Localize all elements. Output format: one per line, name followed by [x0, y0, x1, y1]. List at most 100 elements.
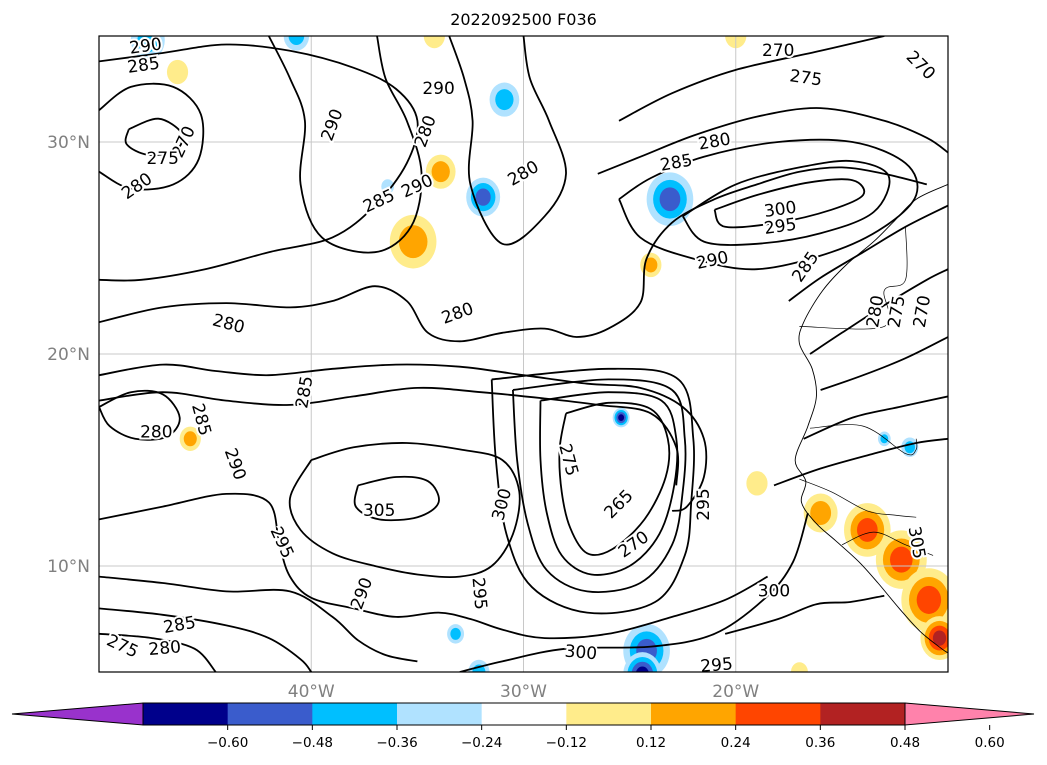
- anomaly-patch: [288, 36, 305, 45]
- contour-line: [597, 107, 948, 175]
- colorbar-segment: [397, 703, 483, 725]
- contour-line: [288, 442, 521, 579]
- contour-label: 295: [468, 577, 491, 611]
- contour-lines: [99, 36, 948, 672]
- contour-line: [803, 395, 948, 440]
- contour-label: 280: [140, 422, 172, 442]
- colorbar-segment: [566, 703, 652, 725]
- contour-label: 265: [600, 486, 637, 523]
- contour-label: 295: [266, 524, 298, 562]
- contour-label: 300: [564, 642, 598, 665]
- anomaly-patch: [631, 661, 653, 672]
- anomaly-patch: [618, 414, 625, 421]
- anomaly-patch: [166, 59, 189, 85]
- contour-line: [820, 336, 948, 391]
- contour-label: 270: [902, 47, 939, 84]
- anomaly-shading: [130, 36, 948, 672]
- contour-label: 280: [118, 169, 156, 204]
- contour-line: [724, 594, 885, 635]
- colorbar-tick-label: −0.12: [546, 735, 587, 751]
- colorbar-segment: [481, 703, 567, 725]
- x-tick-label: 30°W: [500, 682, 547, 702]
- contour-line: [99, 575, 418, 663]
- contour-label: 295: [700, 654, 734, 677]
- contour-label: 280: [210, 310, 247, 338]
- colorbar-segment: [820, 703, 906, 725]
- country-border: [799, 478, 917, 518]
- gridlines: [99, 36, 948, 672]
- contour-label: 285: [292, 374, 317, 409]
- colorbar-tick-label: 0.12: [636, 735, 666, 751]
- colorbar-tick-label: −0.48: [292, 735, 333, 751]
- y-tick-label: 10°N: [47, 557, 90, 577]
- colorbar-tick-label: −0.36: [376, 735, 417, 751]
- contour-label: 280: [439, 299, 476, 329]
- anomaly-patch: [183, 431, 197, 447]
- contour-label: 285: [162, 613, 197, 638]
- y-axis-ticks: 30°N 20°N 10°N: [47, 133, 90, 577]
- country-border: [799, 226, 908, 330]
- anomaly-patch: [880, 434, 889, 444]
- x-tick-label: 20°W: [712, 682, 759, 702]
- anomaly-patch: [381, 179, 395, 194]
- contour-line: [99, 166, 928, 343]
- contour-line: [618, 138, 919, 271]
- anomaly-patch: [932, 630, 947, 646]
- contour-label: 285: [126, 54, 161, 78]
- contour-line: [618, 36, 885, 122]
- colorbar-tick-label: −0.24: [461, 735, 502, 751]
- contour-label: 290: [318, 106, 348, 143]
- colorbar: −0.60 −0.48 −0.36 −0.24 −0.12 0.12 0.24 0.36 0.4…: [11, 702, 1035, 751]
- colorbar-segment: [143, 703, 229, 725]
- anomaly-patch: [644, 257, 658, 273]
- contour-line: [512, 378, 687, 593]
- contour-label: 290: [694, 248, 730, 274]
- contour-line: [809, 268, 948, 355]
- anomaly-patch: [810, 500, 832, 526]
- contour-line: [353, 475, 440, 522]
- y-tick-label: 20°N: [47, 345, 90, 365]
- contour-line: [99, 607, 313, 672]
- contour-line: [490, 367, 695, 615]
- contour-line: [99, 386, 680, 486]
- colorbar-tick-label: 0.36: [805, 735, 835, 751]
- contour-label: 280: [411, 113, 441, 150]
- contour-label: 290: [347, 575, 377, 612]
- colorbar-segment: [735, 703, 821, 725]
- contour-line: [558, 401, 671, 556]
- contour-line: [99, 82, 205, 191]
- colorbar-segment: [312, 703, 398, 725]
- contour-label: 275: [884, 294, 909, 329]
- anomaly-patch: [916, 585, 942, 615]
- country-border: [841, 531, 934, 556]
- contour-label: 300: [488, 486, 516, 523]
- contour-line: [99, 389, 181, 441]
- anomaly-patch: [431, 161, 450, 183]
- contour-label: 300: [758, 581, 790, 601]
- anomaly-patch: [398, 225, 428, 259]
- contour-label: 270: [615, 527, 653, 562]
- contour-label: 300: [763, 198, 798, 222]
- x-tick-label: 40°W: [288, 682, 335, 702]
- colorbar-tick-label: 0.60: [975, 735, 1005, 751]
- contour-label: 295: [763, 215, 798, 239]
- chart-title: 2022092500 F036: [450, 10, 597, 29]
- contour-line: [448, 36, 567, 246]
- anomaly-patch: [635, 666, 649, 672]
- colorbar-frame: [142, 702, 906, 726]
- colorbar-extend-low: [11, 702, 144, 726]
- anomaly-patch: [856, 518, 878, 542]
- contour-line: [713, 178, 866, 229]
- contour-line: [124, 117, 184, 156]
- contour-label: 295: [694, 488, 714, 520]
- contour-label: 305: [363, 501, 395, 521]
- colorbar-extend-high: [904, 702, 1035, 726]
- coastline: [794, 183, 948, 654]
- contour-label: 290: [220, 446, 250, 483]
- contour-line: [459, 512, 809, 672]
- contour-label: 285: [659, 151, 694, 176]
- contour-label: 280: [148, 637, 182, 660]
